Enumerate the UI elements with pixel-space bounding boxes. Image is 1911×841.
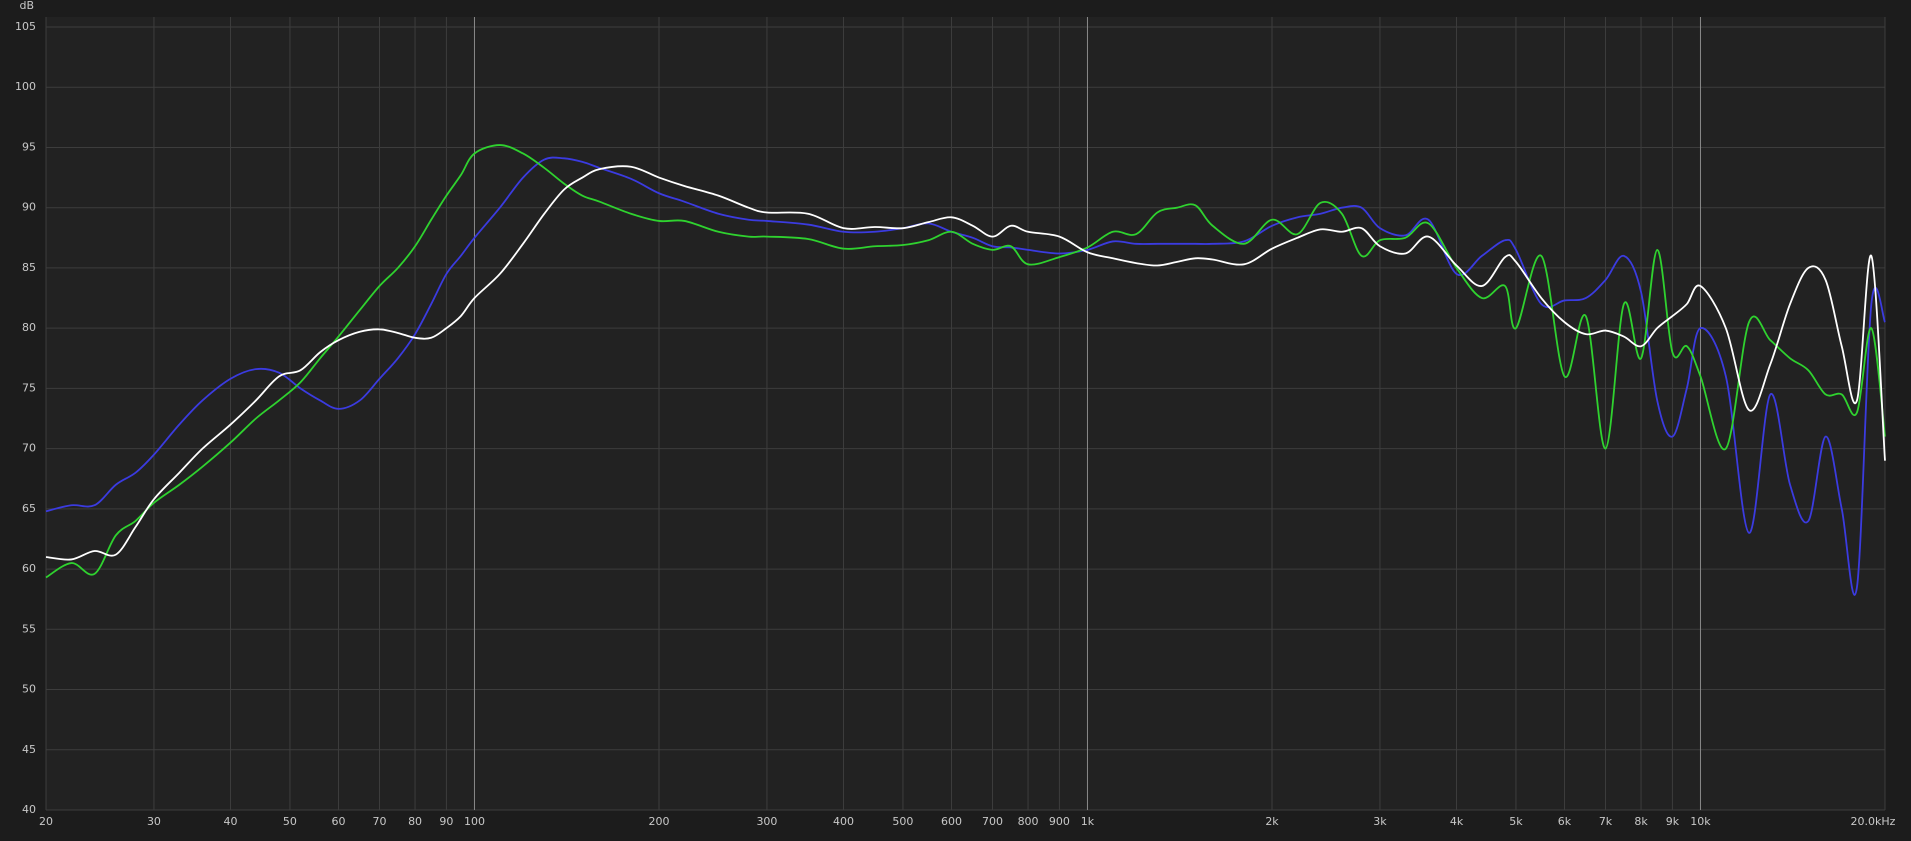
y-axis-label: dB (19, 0, 34, 12)
series-line (45, 156, 1886, 596)
y-tick-label: 90 (22, 201, 36, 214)
y-tick-label: 85 (22, 261, 36, 274)
x-tick-label: 7k (1599, 815, 1613, 828)
x-tick-label: 8k (1634, 815, 1648, 828)
x-tick-label: 9k (1666, 815, 1680, 828)
x-tick-label: 5k (1509, 815, 1523, 828)
x-tick-label: 90 (439, 815, 453, 828)
series-line (45, 144, 1886, 579)
plot-area (46, 17, 1885, 810)
y-tick-label: 100 (15, 80, 36, 93)
x-tick-label: 4k (1450, 815, 1464, 828)
x-tick-label: 300 (756, 815, 777, 828)
x-tick-label: 500 (892, 815, 913, 828)
y-tick-label: 70 (22, 442, 36, 455)
x-tick-label: 40 (224, 815, 238, 828)
x-tick-label: 20 (39, 815, 53, 828)
x-tick-label: 400 (833, 815, 854, 828)
x-tick-label: 1k (1081, 815, 1095, 828)
y-tick-label: 65 (22, 502, 36, 515)
y-tick-label: 45 (22, 743, 36, 756)
x-tick-label: 60 (331, 815, 345, 828)
y-tick-label: 80 (22, 321, 36, 334)
y-tick-label: 95 (22, 140, 36, 153)
x-tick-label: 80 (408, 815, 422, 828)
y-tick-label: 40 (22, 803, 36, 816)
y-tick-label: 105 (15, 20, 36, 33)
x-tick-label: 30 (147, 815, 161, 828)
x-tick-label: 20.0kHz (1851, 815, 1896, 828)
x-tick-label: 100 (464, 815, 485, 828)
x-tick-label: 50 (283, 815, 297, 828)
x-tick-label: 3k (1373, 815, 1387, 828)
x-tick-label: 800 (1018, 815, 1039, 828)
x-tick-label: 70 (373, 815, 387, 828)
y-tick-label: 75 (22, 381, 36, 394)
x-tick-label: 2k (1265, 815, 1279, 828)
x-tick-label: 900 (1049, 815, 1070, 828)
series-line (45, 165, 1886, 561)
x-tick-label: 10k (1690, 815, 1711, 828)
x-tick-label: 600 (941, 815, 962, 828)
y-tick-label: 50 (22, 683, 36, 696)
x-tick-label: 700 (982, 815, 1003, 828)
y-tick-label: 60 (22, 562, 36, 575)
x-tick-label: 200 (649, 815, 670, 828)
x-tick-label: 6k (1558, 815, 1572, 828)
y-tick-label: 55 (22, 622, 36, 635)
